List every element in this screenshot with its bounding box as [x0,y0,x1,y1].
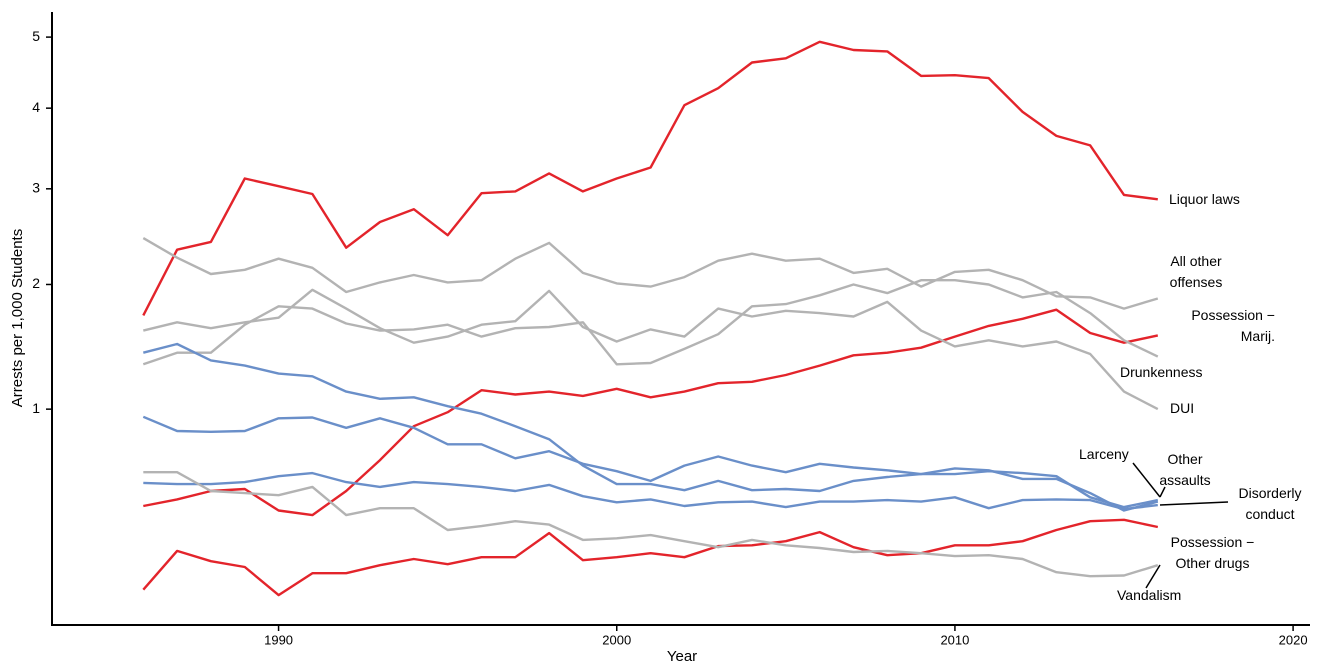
x-tick-label: 1990 [264,632,293,647]
x-tick-label: 2010 [940,632,969,647]
series-label: DUI [1170,400,1195,416]
y-tick-label: 3 [32,180,40,196]
y-axis-label: Arrests per 1,000 Students [9,229,26,407]
data-line [143,308,1159,517]
series-label: Possession − Other drugs [1170,534,1255,571]
y-tick-label: 1 [32,400,40,416]
data-line [142,518,1159,597]
arrow [1159,501,1229,506]
series-label: Other assaults [1159,451,1211,488]
data-line [142,279,1159,366]
arrow [1159,486,1166,498]
series-label: Disorderly conduct [1238,485,1302,522]
series-label: Vandalism [1117,587,1182,603]
series-label: Drunkenness [1120,364,1203,380]
x-tick-label: 2000 [602,632,631,647]
y-tick-label: 5 [32,28,40,44]
data-line [142,40,1158,316]
x-tick-label: 2020 [1279,632,1308,647]
data-line [142,415,1159,512]
x-axis-label: Year [667,648,697,665]
data-line [143,342,1159,509]
data-line [142,237,1159,310]
label-arrows [1132,462,1229,589]
data-line [143,288,1159,411]
series-label: Liquor laws [1169,191,1240,207]
data-line [143,471,1159,578]
arrow [1145,564,1161,589]
series-label: All other offenses [1169,253,1223,290]
arrow [1132,462,1161,498]
y-tick-label: 4 [32,99,40,115]
series-label: Larceny [1079,446,1129,462]
series-label: Possession − Marij. [1191,307,1275,344]
y-tick-label: 2 [32,275,40,291]
data-line [143,471,1158,511]
